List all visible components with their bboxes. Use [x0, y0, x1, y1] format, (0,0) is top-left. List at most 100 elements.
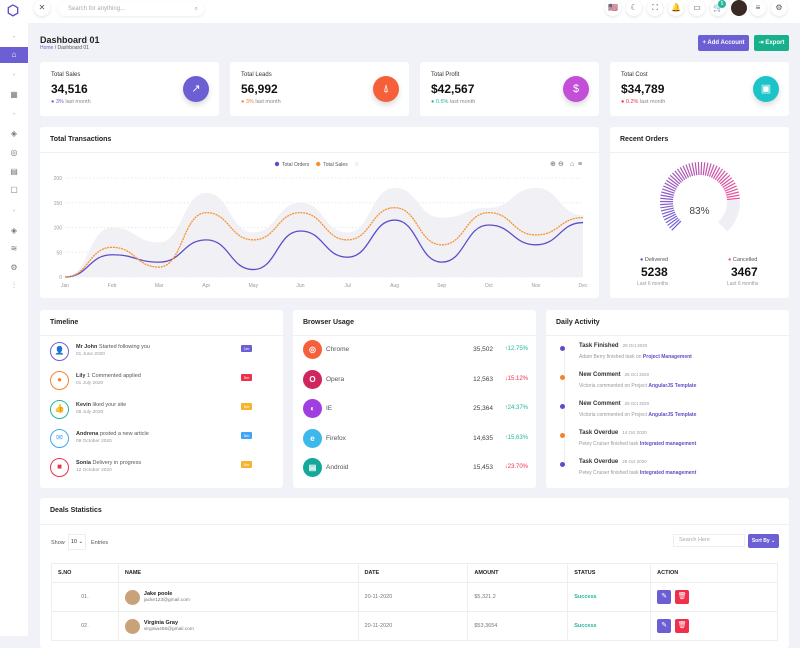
- message-icon[interactable]: ▭: [689, 0, 705, 16]
- gear-icon[interactable]: ⚙: [771, 0, 787, 16]
- timeline-icon: ■: [50, 458, 69, 477]
- search-icon[interactable]: ⌕: [195, 2, 198, 16]
- browser-name: Chrome: [326, 346, 349, 353]
- section-dot: •: [0, 68, 28, 84]
- apps-grid-icon[interactable]: ▦: [0, 87, 28, 103]
- card-title: Timeline: [40, 310, 283, 336]
- card-title: Daily Activity: [546, 310, 789, 336]
- column-header[interactable]: DATE: [358, 564, 468, 583]
- sidebar: ⬡ • ⌂ • ▦ • ◈ ◎ ▤ ▢ • ◈ ≋ ⚙ ⫶: [0, 0, 28, 636]
- browser-row: ▤ Android 15,453 ↓23.70%: [303, 458, 528, 478]
- export-button[interactable]: ⇥ Export: [754, 35, 789, 51]
- show-label: Show: [51, 540, 65, 546]
- gauge-segment: [661, 195, 674, 197]
- bell-icon[interactable]: 🔔: [668, 0, 684, 16]
- us-flag-icon[interactable]: 🇺🇸: [605, 0, 621, 16]
- layers-icon[interactable]: ≋: [0, 241, 28, 257]
- activity-text: Petey Cruiser finished task Integrated m…: [579, 470, 696, 476]
- delivered-label: ● Delivered: [640, 257, 668, 263]
- column-header[interactable]: STATUS: [568, 564, 651, 583]
- stat-label: Total Profit: [431, 72, 459, 78]
- deals-statistics-card: Deals Statistics Show 10 ⌄ Entries Searc…: [40, 498, 789, 648]
- menu-icon[interactable]: ≡: [750, 0, 766, 16]
- activity-link[interactable]: Integrated management: [640, 441, 696, 447]
- entries-label: Entries: [91, 540, 108, 546]
- legend-label[interactable]: Total Sales: [323, 162, 348, 168]
- timeline-item: 👍 Kevin liked your site 05 July 2020 5m: [50, 400, 275, 424]
- breadcrumb-home[interactable]: Home: [40, 45, 53, 51]
- sort-by-button[interactable]: Sort By ⌄: [748, 534, 779, 548]
- timeline-text: Kevin liked your site: [76, 402, 126, 408]
- timeline-date: 01 June 2020: [76, 352, 105, 357]
- delivered-value: 5238: [641, 265, 668, 279]
- gauge-segment: [727, 198, 740, 199]
- legend-marker[interactable]: [316, 162, 320, 166]
- moon-icon[interactable]: ☾: [626, 0, 642, 16]
- file-icon[interactable]: ▢: [0, 182, 28, 198]
- timeline-item: ■ Sonia Delivery in progress 12 October …: [50, 458, 275, 482]
- package-icon[interactable]: ◈: [0, 223, 28, 239]
- edit-icon[interactable]: ✎: [657, 619, 671, 633]
- browser-change: ↑15,63%: [505, 435, 528, 441]
- fullscreen-icon[interactable]: ⛶: [647, 0, 663, 16]
- section-dot: •: [0, 30, 28, 46]
- trash-icon[interactable]: 🗑: [675, 590, 689, 604]
- briefcase-icon: ▣: [753, 76, 779, 102]
- sliders-icon[interactable]: ⫶: [0, 278, 28, 294]
- activity-dot: [560, 462, 565, 467]
- zoom-out-icon[interactable]: ⊖: [558, 161, 564, 168]
- stat-change: ● 3% last month: [241, 99, 281, 105]
- time-badge: 1m: [241, 345, 252, 352]
- activity-link[interactable]: Project Management: [643, 354, 692, 360]
- zoom-in-icon[interactable]: ⊕: [550, 161, 556, 168]
- activity-link[interactable]: Integrated management: [640, 470, 696, 476]
- row-actions: ✎🗑: [651, 583, 778, 612]
- entries-select[interactable]: 10 ⌄: [68, 534, 86, 550]
- legend-label[interactable]: Total Orders: [282, 162, 310, 168]
- sidebar-item-dashboard[interactable]: ⌂: [0, 47, 28, 63]
- cancelled-label: ● Cancelled: [728, 257, 757, 263]
- stat-value: $42,567: [431, 82, 474, 96]
- settings-icon[interactable]: ⚙: [0, 260, 28, 276]
- activity-text: Victoria commented on Project AngularJS …: [579, 412, 696, 418]
- box-icon[interactable]: ◈: [0, 126, 28, 142]
- column-header[interactable]: ACTION: [651, 564, 778, 583]
- change-icon: ●: [621, 99, 624, 105]
- activity-link[interactable]: AngularJS Template: [648, 383, 696, 389]
- timeline-item: 👤 Mr John Started following you 01 June …: [50, 342, 275, 366]
- row-status: Success: [568, 612, 651, 641]
- add-account-button[interactable]: + Add Account: [698, 35, 749, 51]
- browser-row: e Firefox 14,635 ↑15,63%: [303, 429, 528, 449]
- legend-marker[interactable]: [355, 162, 359, 166]
- browser-change: ↑12.75%: [505, 346, 528, 352]
- document-icon[interactable]: ▤: [0, 164, 28, 180]
- activity-link[interactable]: AngularJS Template: [648, 412, 696, 418]
- column-header[interactable]: AMOUNT: [468, 564, 568, 583]
- legend-marker[interactable]: [275, 162, 279, 166]
- trash-icon[interactable]: 🗑: [675, 619, 689, 633]
- stat-card: Total Sales 34,516 ● 3% last month ↗: [40, 62, 219, 116]
- menu-icon[interactable]: ≡: [578, 161, 582, 168]
- close-sidebar-icon[interactable]: ✕: [34, 0, 50, 16]
- stat-label: Total Leads: [241, 72, 272, 78]
- trending-up-icon: ↗: [183, 76, 209, 102]
- edit-icon[interactable]: ✎: [657, 590, 671, 604]
- opera-icon: O: [303, 370, 322, 389]
- target-icon[interactable]: ◎: [0, 145, 28, 161]
- home-icon[interactable]: ⌂: [570, 161, 574, 168]
- search-input[interactable]: Search for anything...⌕: [58, 2, 204, 16]
- avatar[interactable]: [731, 0, 747, 16]
- recent-orders-card: Recent Orders 83% ● Delivered 5238 Last …: [610, 127, 789, 298]
- deals-search-input[interactable]: Search Here: [673, 534, 745, 547]
- timeline-text: Mr John Started following you: [76, 344, 150, 350]
- logo-icon[interactable]: ⬡: [6, 3, 20, 18]
- activity-dot: [560, 375, 565, 380]
- column-header[interactable]: NAME: [118, 564, 358, 583]
- column-header[interactable]: S.NO: [52, 564, 119, 583]
